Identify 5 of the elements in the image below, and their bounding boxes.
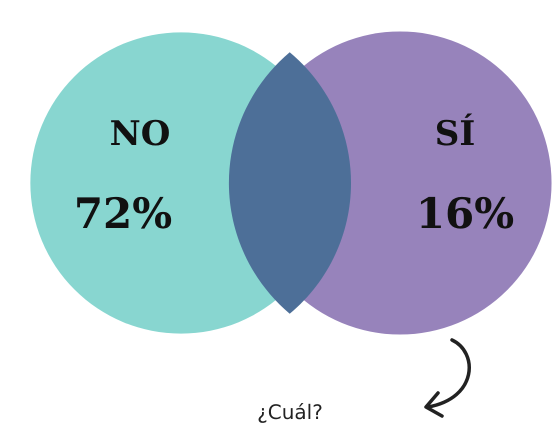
category-label: SÍ [434, 113, 476, 154]
text: ¿Cuál? [257, 400, 323, 424]
data-label: 72% [74, 189, 172, 238]
category-label: NO [110, 114, 170, 154]
data-label: 16% [416, 189, 514, 238]
